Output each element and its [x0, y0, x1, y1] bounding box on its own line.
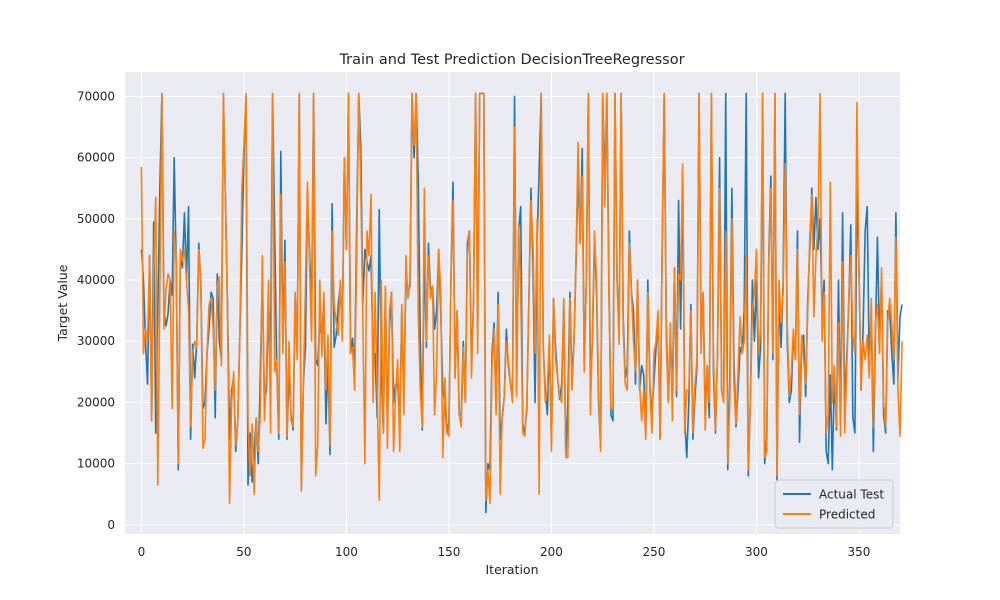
y-tick-label: 50000 [77, 212, 115, 226]
y-tick-label: 20000 [77, 395, 115, 409]
y-axis-ticks: 0 10000 20000 30000 40000 50000 60000 70000 [77, 89, 115, 531]
y-tick-label: 40000 [77, 273, 115, 287]
legend-label: Actual Test [819, 488, 884, 502]
y-tick-label: 70000 [77, 89, 115, 103]
x-tick-label: 150 [437, 545, 460, 559]
legend-box [774, 479, 894, 529]
y-axis-label: Target Value [55, 264, 70, 342]
legend: Actual Test Predicted [774, 479, 894, 529]
x-tick-label: 50 [236, 545, 251, 559]
legend-label: Predicted [819, 508, 875, 522]
y-tick-label: 10000 [77, 457, 115, 471]
x-tick-label: 100 [335, 545, 358, 559]
x-tick-label: 250 [643, 545, 666, 559]
x-tick-label: 0 [138, 545, 146, 559]
x-tick-label: 350 [848, 545, 871, 559]
series-lines [140, 92, 903, 514]
x-axis-label: Iteration [485, 562, 538, 577]
chart-title: Train and Test Prediction DecisionTreeRe… [338, 52, 684, 68]
y-tick-label: 30000 [77, 334, 115, 348]
y-tick-label: 0 [107, 518, 115, 532]
x-tick-label: 300 [745, 545, 768, 559]
x-tick-label: 200 [540, 545, 563, 559]
series-line-1 [140, 92, 903, 505]
y-tick-label: 60000 [77, 151, 115, 165]
x-axis-ticks: 0 50 100 150 200 250 300 350 [138, 545, 871, 559]
